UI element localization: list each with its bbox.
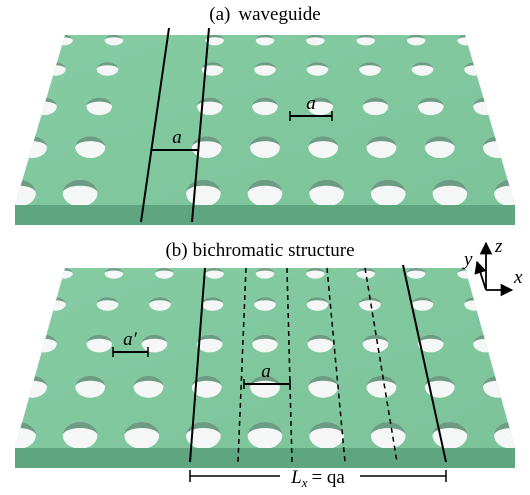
- length-label: Lx= qa: [290, 467, 345, 490]
- annotation: a: [261, 361, 271, 382]
- axis-label: x: [513, 267, 523, 288]
- figure: (a) waveguide a a (b) bichromatic structur…: [0, 0, 530, 495]
- panel-label: (b): [165, 240, 187, 261]
- slab: [1, 35, 529, 225]
- annotation: a′: [123, 329, 138, 350]
- panel-b-title: (b) bichromatic structure: [165, 240, 354, 261]
- axis-label: z: [494, 236, 503, 257]
- axis-y: [477, 262, 486, 290]
- slab-side: [15, 448, 515, 468]
- symbol: L: [290, 467, 302, 488]
- panel-label: (a): [209, 4, 230, 25]
- panel-a-title: (a) waveguide: [209, 4, 320, 25]
- slab-top: [15, 268, 515, 448]
- equation: = qa: [311, 467, 345, 488]
- subscript: x: [301, 475, 308, 490]
- axis-label: y: [462, 249, 473, 270]
- annotation: a: [306, 93, 316, 114]
- slab-side: [15, 205, 515, 225]
- panel-title: bichromatic structure: [193, 240, 355, 261]
- slab-top: [15, 35, 515, 205]
- panel-title: waveguide: [238, 4, 320, 25]
- annotation: a: [172, 127, 182, 148]
